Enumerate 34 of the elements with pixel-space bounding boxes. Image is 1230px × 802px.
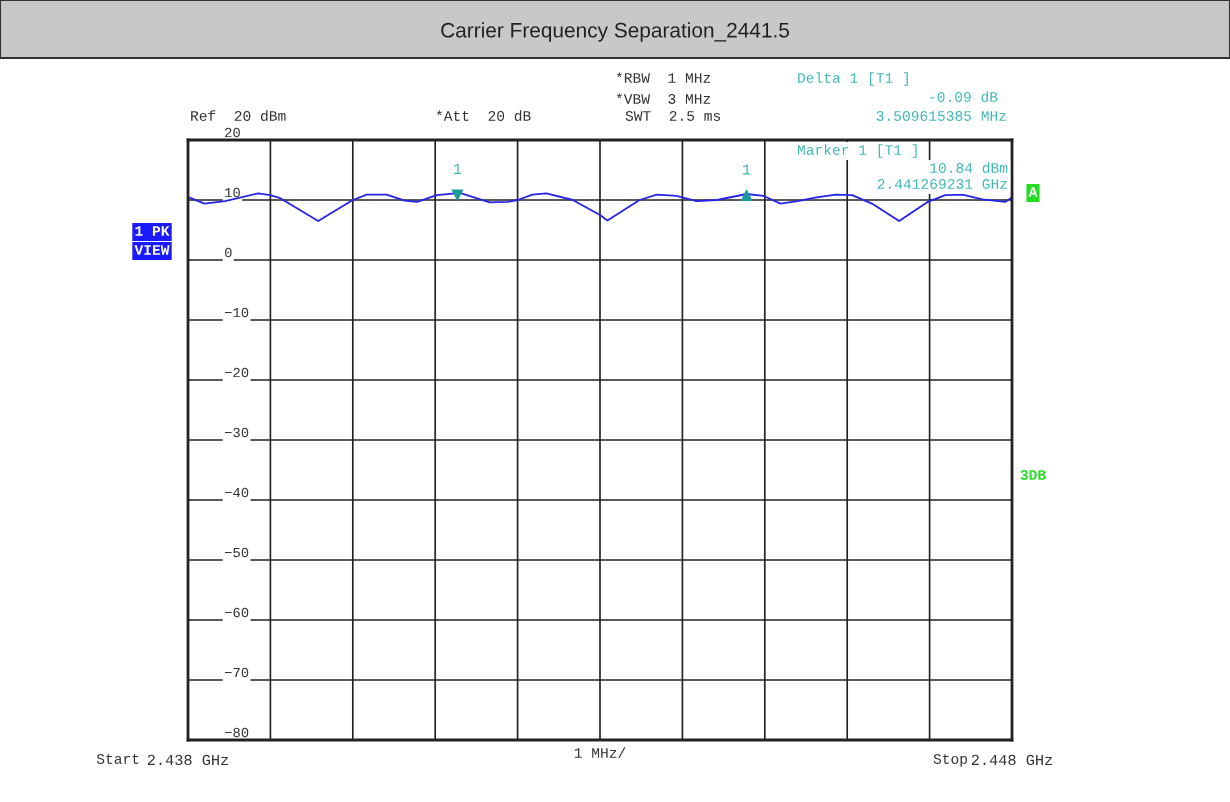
y-tick-label: −50	[224, 547, 249, 558]
text: Stop	[933, 754, 968, 767]
text: *Att 20 dB	[436, 110, 531, 121]
x-tick-label: 2.448 GHz	[971, 754, 1053, 766]
text: SWT 2.5 ms	[625, 111, 721, 121]
y-tick-label: −30	[224, 427, 249, 438]
text: Ref 20 dBm	[191, 110, 286, 121]
y-tick-label: −10	[224, 307, 249, 318]
y-tick-label: 10	[225, 187, 240, 198]
text: -0.09 dB	[930, 91, 998, 102]
chart-title: Carrier Frequency Separation_2441.5	[441, 22, 790, 42]
text: *VBW 3 MHz	[616, 93, 711, 104]
x-tick-label: 2.438 GHz	[147, 754, 229, 766]
annotation: 10.84 dBm	[930, 162, 1008, 173]
text: 1 MHz/	[574, 747, 626, 758]
annotation: 1	[743, 164, 751, 175]
text: Delta 1 [T1 ]	[798, 72, 908, 86]
y-tick-label: −60	[224, 607, 249, 618]
text: 3.509615385 MHz	[876, 111, 1006, 121]
text: A	[1028, 187, 1038, 197]
y-tick-label: 0	[224, 247, 232, 258]
annotation: 2.441269231 GHz	[877, 179, 1007, 189]
text: *RBW 1 MHz	[616, 72, 711, 83]
text: 1 PK	[135, 226, 170, 236]
y-tick-label: −70	[224, 667, 249, 678]
annotation: Marker 1 [T1 ]	[797, 144, 917, 158]
annotation: 1	[453, 163, 462, 174]
y-tick-label: 20	[225, 127, 240, 138]
text: VIEW	[134, 245, 170, 255]
text: 3DB	[1020, 470, 1046, 480]
y-tick-label: −80	[224, 727, 249, 738]
y-tick-label: −40	[224, 487, 249, 498]
y-tick-label: −20	[224, 367, 249, 378]
text: Start	[96, 754, 139, 764]
